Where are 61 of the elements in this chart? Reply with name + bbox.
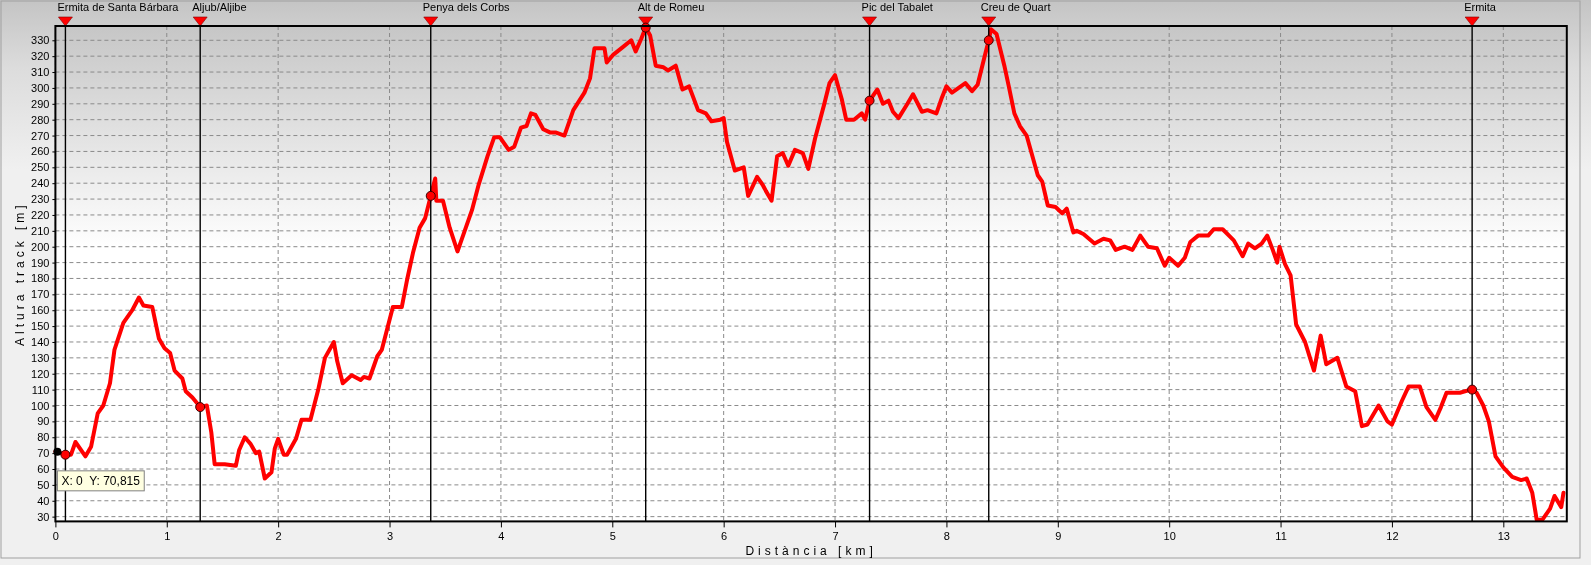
- point: [864, 95, 875, 106]
- y-tick-label: 320: [31, 50, 50, 63]
- y-tick-label: 130: [31, 351, 50, 364]
- y-tick-label: 200: [31, 240, 50, 253]
- y-tick-label: 160: [31, 304, 50, 317]
- point: [195, 402, 206, 413]
- point: [425, 190, 436, 201]
- y-tick-label: 190: [31, 256, 50, 269]
- y-tick-label: 290: [31, 97, 50, 110]
- y-tick-label: 50: [37, 478, 50, 491]
- y-tick-label: 280: [31, 113, 50, 126]
- y-tick-label: 30: [37, 510, 50, 523]
- x-tick-label: 4: [498, 530, 505, 543]
- point: [60, 449, 71, 460]
- ref-line-label: Creu de Quart: [980, 1, 1051, 13]
- y-tick-label: 310: [31, 66, 50, 79]
- y-tick-label: 240: [31, 177, 50, 190]
- x-tick-label: 9: [1055, 530, 1062, 543]
- x-tick-label: 3: [386, 530, 394, 543]
- y-tick-label: 100: [31, 399, 50, 412]
- x-tick-label: 2: [275, 530, 282, 543]
- y-tick-label: 110: [31, 383, 50, 396]
- x-tick-label: 10: [1163, 530, 1176, 543]
- y-tick-label: 170: [31, 288, 50, 301]
- annotation: X: 0 Y: 70,815: [61, 473, 141, 488]
- y-tick-label: 300: [31, 81, 50, 94]
- ref-line-label: Ermita: [1464, 1, 1497, 13]
- ref-line-label: Alt de Romeu: [637, 1, 705, 13]
- y-axis-title: Altura track [m]: [13, 201, 27, 347]
- x-tick-label: 12: [1386, 530, 1399, 543]
- x-tick-label: 6: [721, 530, 728, 543]
- x-tick-label: 1: [164, 530, 171, 543]
- y-tick-label: 180: [31, 272, 50, 285]
- y-tick-label: 250: [31, 161, 50, 174]
- x-tick-label: 0: [52, 530, 59, 543]
- point: [1467, 384, 1478, 395]
- y-tick-label: 330: [31, 34, 50, 47]
- y-tick-label: 60: [37, 463, 50, 476]
- x-tick-label: 7: [832, 530, 839, 543]
- x-tick-label: 13: [1497, 530, 1510, 543]
- x-tick-label: 11: [1275, 530, 1287, 543]
- y-tick-label: 260: [31, 145, 50, 158]
- y-tick-label: 220: [31, 208, 50, 221]
- ref-line-label: Ermita de Santa Bárbara: [57, 1, 180, 13]
- ref-line-label: Aljub/Aljibe: [192, 1, 247, 13]
- y-tick-label: 90: [37, 415, 50, 428]
- x-tick-label: 5: [609, 530, 616, 543]
- y-tick-label: 230: [31, 193, 50, 206]
- y-tick-label: 210: [31, 224, 50, 237]
- y-tick-label: 120: [31, 367, 50, 380]
- y-tick-label: 270: [31, 129, 50, 142]
- ref-line-label: Pic del Tabalet: [861, 1, 933, 13]
- x-tick-label: 8: [943, 530, 950, 543]
- y-tick-label: 150: [31, 320, 50, 333]
- ref-line-label: Penya dels Corbs: [422, 1, 511, 13]
- x-axis-title: Distància [km]: [745, 544, 877, 558]
- y-tick-label: 40: [37, 494, 50, 507]
- y-tick-label: 80: [37, 431, 50, 444]
- point: [983, 35, 994, 46]
- y-tick-label: 70: [37, 447, 50, 460]
- y-tick-label: 140: [31, 336, 50, 348]
